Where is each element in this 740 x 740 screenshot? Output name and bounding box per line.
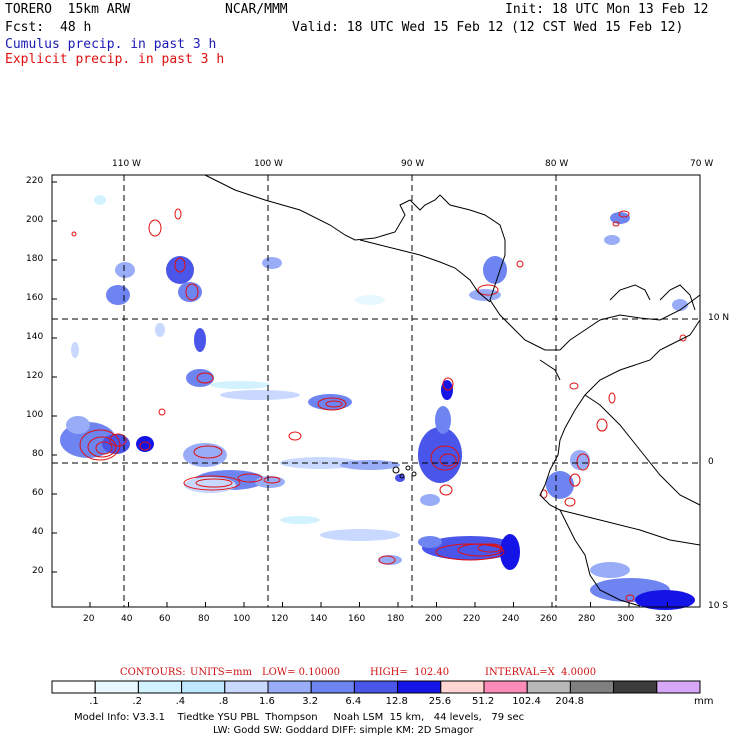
forecast-label: Fcst: bbox=[5, 20, 45, 35]
explicit-precip-contours bbox=[71, 208, 687, 602]
y-label: 220 bbox=[26, 176, 44, 186]
color-scale-box bbox=[224, 680, 269, 694]
x-label: 220 bbox=[463, 614, 481, 624]
x-label: 240 bbox=[502, 614, 520, 624]
color-scale-label: 1.6 bbox=[259, 696, 275, 707]
lon-label-110w: 110 W bbox=[112, 159, 141, 169]
y-label: 120 bbox=[26, 371, 44, 381]
model-info-line1: Model Info: V3.3.1 Tiedtke YSU PBL Thomp… bbox=[74, 712, 525, 723]
color-scale-box bbox=[613, 680, 658, 694]
cumulus-precip-areas bbox=[60, 195, 695, 610]
x-label: 160 bbox=[348, 614, 366, 624]
legend-explicit: Explicit precip. in past 3 h bbox=[5, 52, 225, 67]
color-scale-label: 204.8 bbox=[555, 696, 585, 707]
model-info-line2: LW: Godd SW: Goddard DIFF: simple KM: 2D… bbox=[213, 725, 474, 736]
y-label: 80 bbox=[32, 449, 44, 459]
color-scale-unit: mm bbox=[694, 696, 714, 707]
color-scale-label: 3.2 bbox=[302, 696, 319, 707]
x-label: 320 bbox=[655, 614, 673, 624]
lon-label-100w: 100 W bbox=[254, 159, 283, 169]
forecast-hours: 48 h bbox=[60, 20, 92, 35]
galapagos-islands bbox=[392, 465, 417, 479]
color-scale-box bbox=[526, 680, 571, 694]
org-label: NCAR/MMM bbox=[225, 2, 288, 17]
x-label: 40 bbox=[121, 614, 133, 624]
contours-units: UNITS=mm bbox=[190, 667, 252, 678]
contours-high: HIGH= 102.40 bbox=[370, 667, 450, 678]
lon-label-70w: 70 W bbox=[690, 159, 714, 169]
y-label: 100 bbox=[26, 410, 44, 420]
color-scale-box bbox=[94, 680, 139, 694]
graticule bbox=[52, 175, 700, 607]
color-scale-label: 102.4 bbox=[512, 696, 541, 707]
contours-low: LOW= 0.10000 bbox=[262, 667, 341, 678]
x-label: 180 bbox=[387, 614, 405, 624]
color-scale-box bbox=[137, 680, 183, 694]
color-scale-box bbox=[440, 680, 485, 694]
color-scale-box bbox=[181, 680, 226, 694]
model-title: TORERO 15km ARW bbox=[5, 2, 131, 17]
init-time: Init: 18 UTC Mon 13 Feb 12 bbox=[505, 2, 709, 17]
color-scale-label: 51.2 bbox=[472, 696, 495, 707]
x-label: 100 bbox=[233, 614, 251, 624]
lon-label-80w: 80 W bbox=[545, 159, 569, 169]
color-scale-box bbox=[656, 680, 701, 694]
y-label: 180 bbox=[26, 254, 44, 264]
y-label: 60 bbox=[32, 488, 44, 498]
y-label: 160 bbox=[26, 293, 44, 303]
contours-label: CONTOURS: bbox=[120, 667, 186, 678]
valid-time: Valid: 18 UTC Wed 15 Feb 12 (12 CST Wed … bbox=[292, 20, 684, 35]
legend-cumulus: Cumulus precip. in past 3 h bbox=[5, 37, 217, 52]
color-scale-label: 6.4 bbox=[345, 696, 362, 707]
color-scale-label: .4 bbox=[175, 696, 186, 707]
y-label: 140 bbox=[26, 332, 44, 342]
x-label: 60 bbox=[159, 614, 171, 624]
x-label: 260 bbox=[540, 614, 558, 624]
color-scale-label: 12.8 bbox=[385, 696, 408, 707]
color-scale-box bbox=[569, 680, 615, 694]
color-scale-box bbox=[267, 680, 312, 694]
y-label: 40 bbox=[32, 527, 44, 537]
x-label: 20 bbox=[83, 614, 95, 624]
color-scale-label: 25.6 bbox=[428, 696, 452, 707]
color-scale-label: .2 bbox=[132, 696, 142, 707]
x-label: 140 bbox=[310, 614, 328, 624]
x-label: 200 bbox=[425, 614, 443, 624]
y-label: 200 bbox=[26, 215, 44, 225]
lon-label-90w: 90 W bbox=[401, 159, 425, 169]
x-label: 120 bbox=[271, 614, 289, 624]
lat-label-10s: 10 S bbox=[708, 601, 729, 611]
color-scale-box bbox=[51, 680, 96, 694]
coastlines bbox=[204, 174, 701, 607]
color-scale-label: .8 bbox=[218, 696, 229, 707]
x-label: 280 bbox=[578, 614, 596, 624]
lat-label-0: 0 bbox=[708, 457, 714, 467]
color-scale-label: .1 bbox=[89, 696, 99, 707]
contours-interval: INTERVAL=X 4.0000 bbox=[485, 667, 597, 678]
color-scale-box bbox=[310, 680, 355, 694]
x-label: 300 bbox=[617, 614, 635, 624]
y-label: 20 bbox=[32, 566, 44, 576]
color-scale-box bbox=[483, 680, 528, 694]
axis-tick-marks bbox=[52, 181, 668, 607]
map-frame bbox=[51, 174, 701, 608]
lat-label-10n: 10 N bbox=[708, 313, 730, 323]
x-label: 80 bbox=[198, 614, 210, 624]
color-scale-box bbox=[353, 680, 399, 694]
color-scale-box bbox=[397, 680, 442, 694]
